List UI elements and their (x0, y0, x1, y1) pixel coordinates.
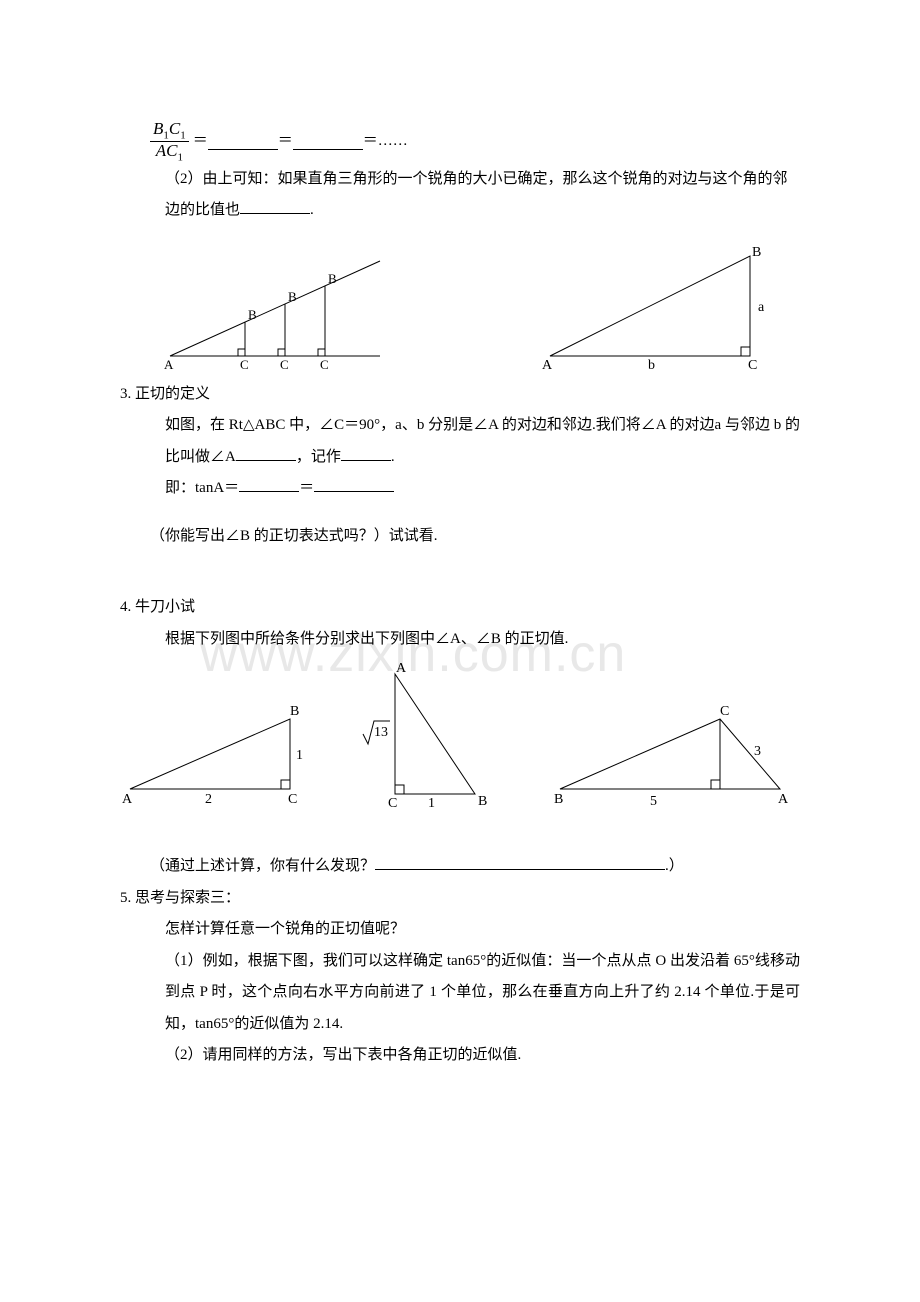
section-3-line2: 即：tanA＝ ＝ (120, 473, 800, 505)
f4c-C: C (720, 704, 729, 719)
dots: ＝…… (363, 126, 408, 158)
label-C2b: C (748, 358, 757, 371)
label-B1: B (248, 307, 257, 322)
label-C3: C (320, 357, 329, 371)
para-q: （你能写出∠B 的正切表达式吗？）试试看. (120, 521, 800, 553)
section-5-line2: （1）例如，根据下图，我们可以这样确定 tan65°的近似值：当一个点从点 O … (120, 946, 800, 1041)
f4c-B: B (554, 792, 563, 807)
s3-l1c: . (391, 449, 395, 465)
f4a-C: C (288, 792, 297, 807)
pf-prefix: （通过上述计算，你有什么发现？ (150, 858, 375, 874)
f4b-13: 13 (374, 725, 388, 740)
f4a-1: 1 (296, 748, 303, 763)
f4c-5: 5 (650, 794, 657, 809)
equals-2: ＝ (278, 126, 293, 158)
label-A: A (164, 357, 174, 371)
section-5-line1: 怎样计算任意一个锐角的正切值呢？ (120, 914, 800, 946)
section-4-heading: 4. 牛刀小试 (120, 592, 800, 624)
f4a-A: A (122, 792, 133, 807)
para-find: （通过上述计算，你有什么发现？ .） (120, 851, 800, 883)
f4a-B: B (290, 704, 299, 719)
figure-row-2: A B C 1 2 A B C 1 (120, 659, 800, 809)
section-4-line1: 根据下列图中所给条件分别求出下列图中∠A、∠B 的正切值. (120, 624, 800, 656)
figure-angle-perpendiculars: A C C C B B B (150, 251, 410, 371)
blank-5 (341, 445, 391, 461)
label-B2: B (288, 289, 297, 304)
para-2-suffix: . (310, 202, 314, 218)
f4b-1: 1 (428, 796, 435, 809)
figure-4a: A B C 1 2 (120, 689, 320, 809)
blank-2 (293, 134, 363, 150)
label-B2b: B (752, 245, 761, 260)
label-B3: B (328, 271, 337, 286)
fraction: B1C1 AC1 (150, 120, 189, 164)
f4a-2: 2 (205, 792, 212, 807)
label-C2: C (280, 357, 289, 371)
blank-4 (236, 445, 296, 461)
s3-l2a: 即：tanA＝ (165, 480, 239, 496)
figure-right-triangle-abc: A B C a b (530, 241, 790, 371)
equals-1: ＝ (193, 126, 208, 158)
label-C1: C (240, 357, 249, 371)
label-a: a (758, 300, 765, 315)
para-2: （2）由上可知：如果直角三角形的一个锐角的大小已确定，那么这个锐角的对边与这个角… (120, 164, 800, 227)
s3-l2b: ＝ (299, 480, 314, 496)
label-A2: A (542, 358, 553, 371)
f4b-C: C (388, 796, 397, 809)
section-5-line3: （2）请用同样的方法，写出下表中各角正切的近似值. (120, 1040, 800, 1072)
section-3-heading: 3. 正切的定义 (120, 379, 800, 411)
s3-l1b: ，记作 (296, 449, 341, 465)
pf-suffix: .） (665, 858, 684, 874)
figure-4c: A B C 3 5 (550, 689, 800, 809)
blank-7 (314, 476, 394, 492)
section-3-line1: 如图，在 Rt△ABC 中，∠C＝90°，a、b 分别是∠A 的对边和邻边.我们… (120, 410, 800, 473)
blank-8 (375, 854, 665, 870)
blank-3 (240, 198, 310, 214)
equation-line: B1C1 AC1 ＝ ＝ ＝…… (150, 120, 800, 164)
f4b-A: A (396, 661, 407, 676)
figure-4b: A B C 1 13 (360, 659, 510, 809)
f4c-3: 3 (754, 744, 761, 759)
f4b-B: B (478, 794, 487, 809)
blank-6 (239, 476, 299, 492)
f4c-A: A (778, 792, 789, 807)
figure-row-1: A C C C B B B A B C a (150, 241, 800, 371)
blank-1 (208, 134, 278, 150)
section-5-heading: 5. 思考与探索三： (120, 883, 800, 915)
label-b: b (648, 358, 655, 371)
